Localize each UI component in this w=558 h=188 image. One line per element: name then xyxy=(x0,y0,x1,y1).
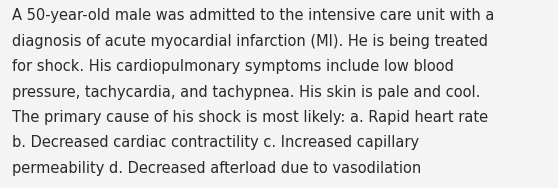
Text: diagnosis of acute myocardial infarction (MI). He is being treated: diagnosis of acute myocardial infarction… xyxy=(12,34,488,49)
Text: pressure, tachycardia, and tachypnea. His skin is pale and cool.: pressure, tachycardia, and tachypnea. Hi… xyxy=(12,85,480,100)
Text: A 50-year-old male was admitted to the intensive care unit with a: A 50-year-old male was admitted to the i… xyxy=(12,8,494,24)
Text: b. Decreased cardiac contractility c. Increased capillary: b. Decreased cardiac contractility c. In… xyxy=(12,135,420,150)
Text: permeability d. Decreased afterload due to vasodilation: permeability d. Decreased afterload due … xyxy=(12,161,421,176)
Text: The primary cause of his shock is most likely: a. Rapid heart rate: The primary cause of his shock is most l… xyxy=(12,110,488,125)
Text: for shock. His cardiopulmonary symptoms include low blood: for shock. His cardiopulmonary symptoms … xyxy=(12,59,454,74)
